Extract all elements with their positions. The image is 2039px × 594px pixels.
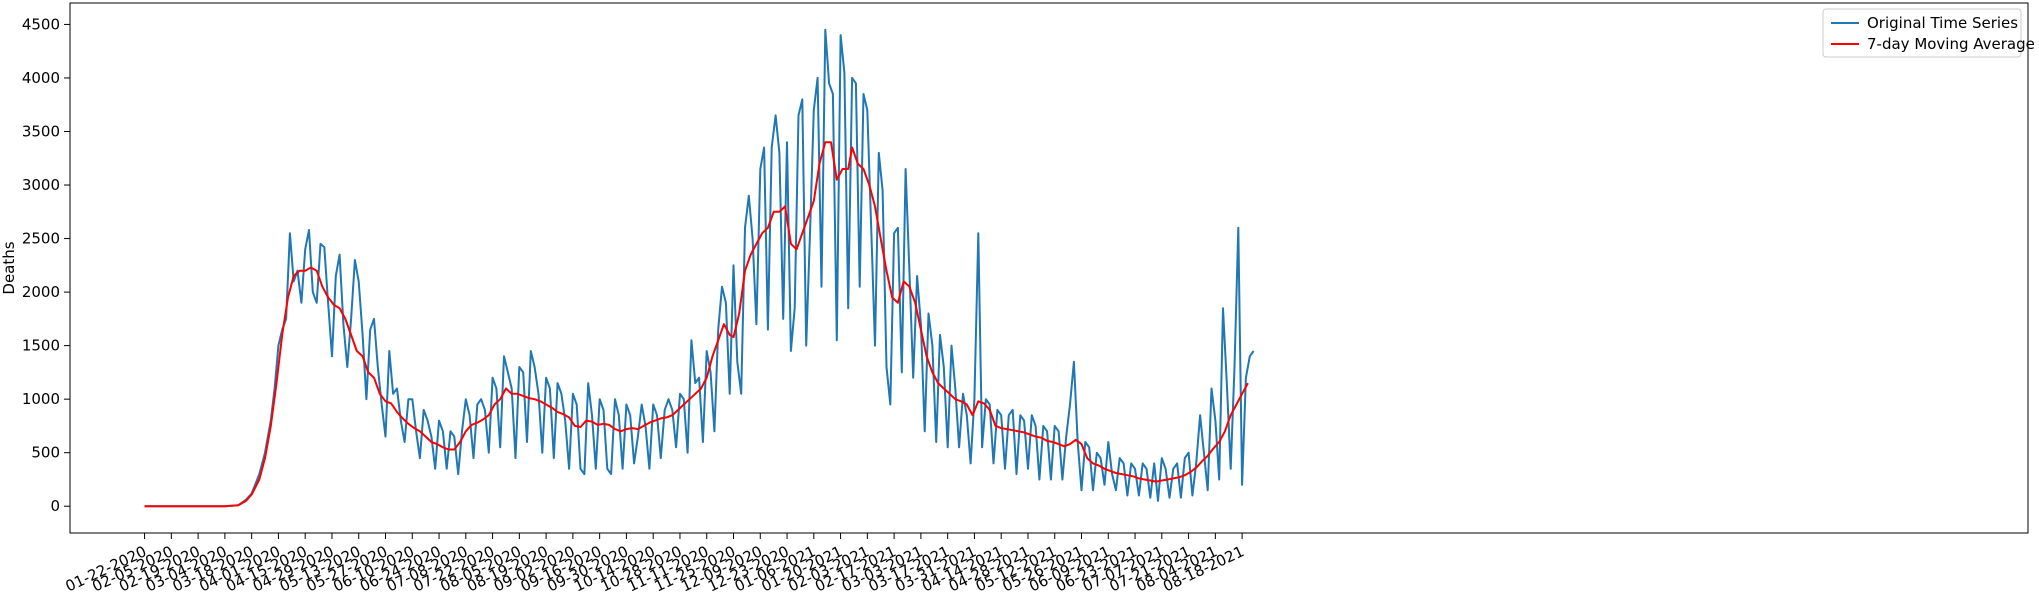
y-axis-label: Deaths (0, 241, 18, 294)
legend-box (1822, 8, 2022, 58)
series-layer (144, 28, 1255, 508)
y-tick-label: 0 (50, 497, 60, 515)
y-tick-label: 1000 (22, 390, 60, 408)
legend-label-moving-average: 7-day Moving Average (1867, 35, 2035, 53)
y-tick-label: 1500 (22, 337, 60, 355)
y-tick-label: 4500 (22, 15, 60, 33)
y-tick-label: 3500 (22, 122, 60, 140)
legend-label-original: Original Time Series (1867, 14, 2018, 32)
plot-area-border (69, 2, 2029, 534)
series-line-moving-average (144, 141, 1249, 508)
y-tick-label: 2500 (22, 230, 60, 248)
y-axis: 0 500 1000 1500 2000 2500 3000 3500 4000 4500 (22, 15, 70, 515)
y-tick-label: 500 (31, 444, 60, 462)
x-axis: 01-22-202002-05-202002-19-202003-04-2020… (63, 533, 1247, 594)
y-tick-label: 4000 (22, 69, 60, 87)
series-line-original (144, 28, 1255, 508)
plot-frame (69, 2, 2029, 534)
y-tick-label: 3000 (22, 176, 60, 194)
legend: Original Time Series 7-day Moving Averag… (1822, 8, 2035, 58)
y-tick-label: 2000 (22, 283, 60, 301)
